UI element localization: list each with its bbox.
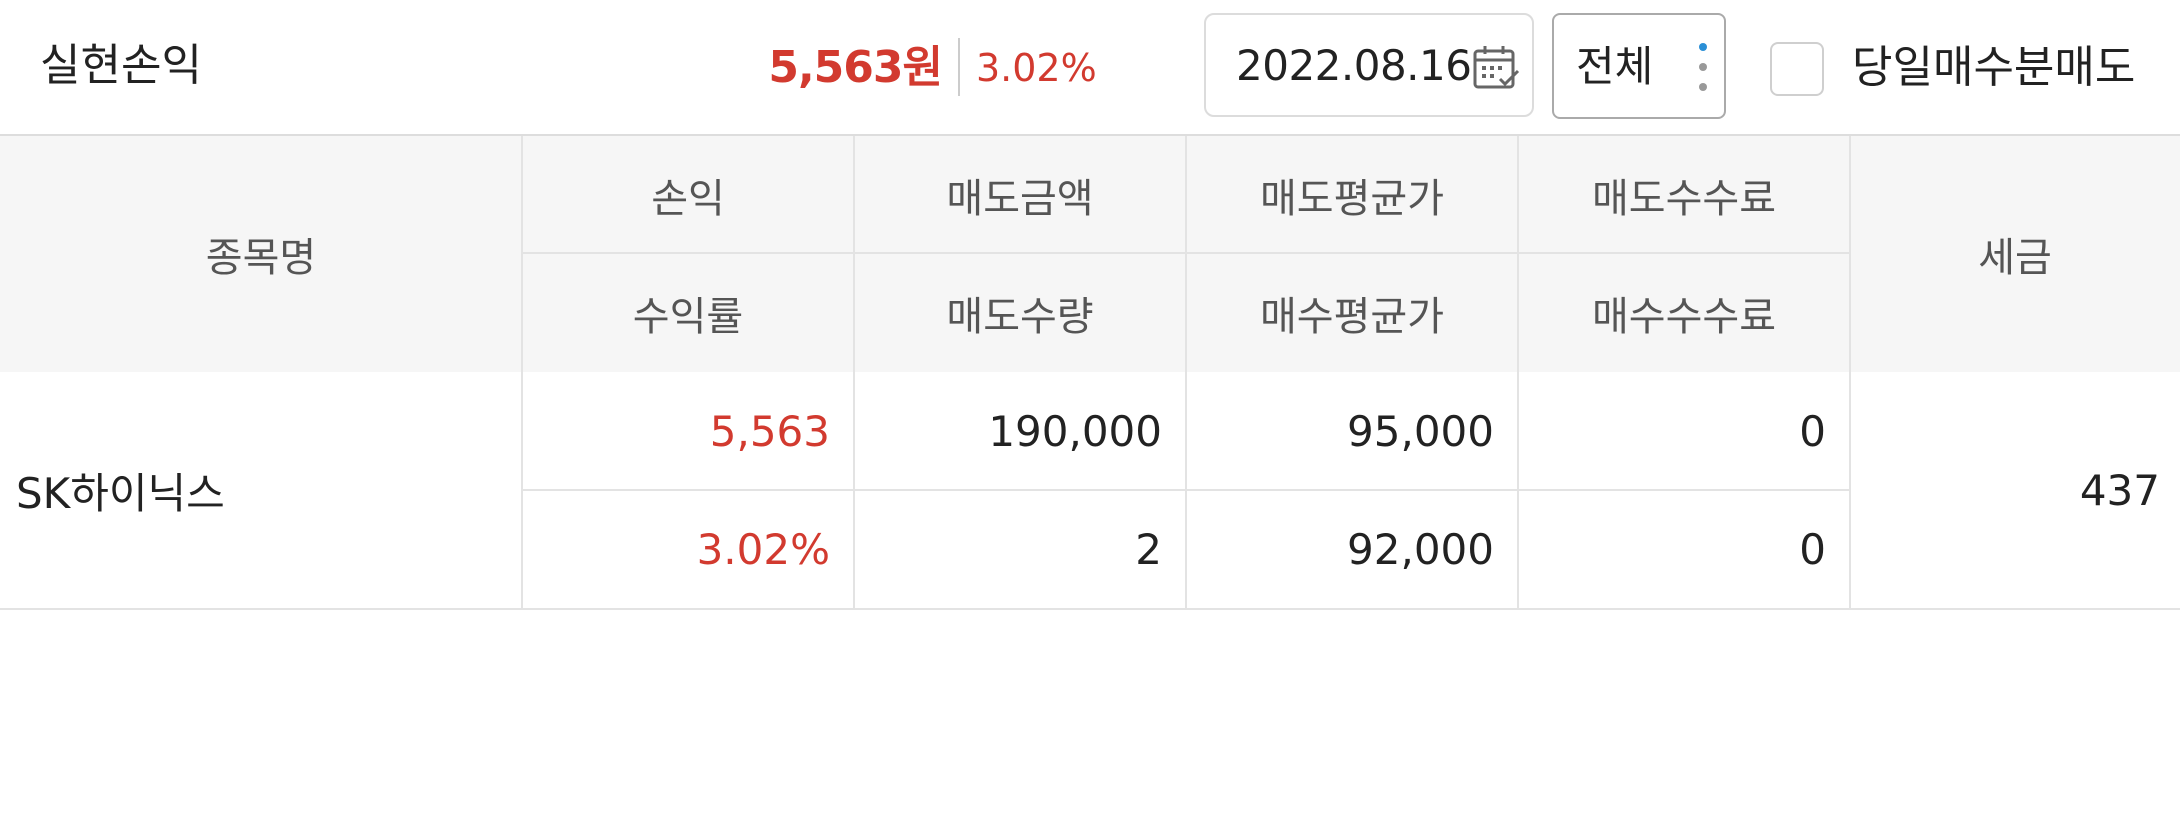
realized-profit-rate: 3.02%: [976, 46, 1097, 90]
profit-value: 5,563: [709, 406, 830, 456]
divider: [522, 252, 1850, 254]
col-header-buy-fee: 매수수수료: [1592, 294, 1776, 340]
col-header-sell-avg-price: 매도평균가: [1260, 176, 1444, 222]
divider: [853, 136, 855, 372]
date-picker[interactable]: 2022.08.16: [1204, 13, 1534, 117]
table-row[interactable]: SK하이닉스 5,563 3.02% 190,000 2 95,000 92,0…: [0, 372, 2180, 610]
realized-profit-amount: 5,563원: [768, 42, 943, 93]
divider: [522, 489, 1850, 491]
col-header-sell-qty: 매도수량: [946, 294, 1094, 340]
divider: [0, 608, 2180, 610]
table-header: 종목명 손익 수익률 매도금액 매도수량 매도평균가 매수평균가 매도수수료 매…: [0, 134, 2180, 372]
stock-name: SK하이닉스: [16, 468, 225, 518]
col-header-tax: 세금: [1978, 235, 2052, 281]
sell-avg-price-value: 95,000: [1347, 406, 1494, 456]
filter-select[interactable]: 전체: [1552, 13, 1726, 119]
buy-fee-value: 0: [1799, 524, 1826, 574]
summary-bar: 실현손익 5,563원 3.02% 2022.08.16 전체 당일매수분매도: [0, 0, 2180, 134]
col-header-return-rate: 수익률: [632, 294, 744, 340]
divider: [958, 38, 960, 96]
kebab-menu-icon: [1698, 43, 1708, 91]
col-header-buy-avg-price: 매수평균가: [1260, 294, 1444, 340]
return-rate-value: 3.02%: [696, 524, 830, 574]
sell-qty-value: 2: [1135, 524, 1162, 574]
page-title: 실현손익: [40, 40, 202, 91]
divider: [521, 136, 523, 372]
col-header-sell-amount: 매도금액: [946, 176, 1094, 222]
sell-amount-value: 190,000: [988, 406, 1162, 456]
calendar-icon[interactable]: [1472, 43, 1520, 91]
same-day-sell-checkbox[interactable]: [1770, 42, 1824, 96]
same-day-sell-label[interactable]: 당일매수분매도: [1852, 42, 2136, 93]
col-header-sell-fee: 매도수수료: [1592, 176, 1776, 222]
buy-avg-price-value: 92,000: [1347, 524, 1494, 574]
date-value: 2022.08.16: [1236, 41, 1472, 90]
divider: [1849, 136, 1851, 372]
tax-value: 437: [2079, 465, 2160, 515]
col-header-profit: 손익: [651, 176, 725, 222]
divider: [1185, 136, 1187, 372]
sell-fee-value: 0: [1799, 406, 1826, 456]
divider: [1517, 136, 1519, 372]
filter-value: 전체: [1576, 42, 1654, 91]
col-header-name: 종목명: [205, 235, 317, 281]
divider: [1849, 372, 1851, 608]
